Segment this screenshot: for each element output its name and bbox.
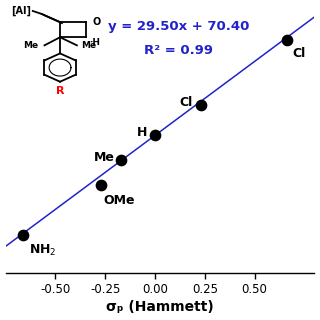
- Text: NH$_2$: NH$_2$: [29, 243, 57, 258]
- Text: OMe: OMe: [103, 194, 135, 207]
- Text: Cl: Cl: [180, 96, 193, 109]
- Point: [284, 37, 289, 42]
- Text: Cl: Cl: [292, 47, 306, 60]
- Point: [99, 182, 104, 188]
- Point: [119, 157, 124, 163]
- Text: R² = 0.99: R² = 0.99: [144, 44, 213, 57]
- X-axis label: σₚ (Hammett): σₚ (Hammett): [106, 300, 214, 315]
- Point: [21, 233, 26, 238]
- Text: Me: Me: [94, 151, 115, 164]
- Text: H: H: [137, 126, 147, 139]
- Point: [198, 102, 204, 107]
- Text: y = 29.50x + 70.40: y = 29.50x + 70.40: [108, 20, 249, 33]
- Point: [152, 132, 157, 138]
